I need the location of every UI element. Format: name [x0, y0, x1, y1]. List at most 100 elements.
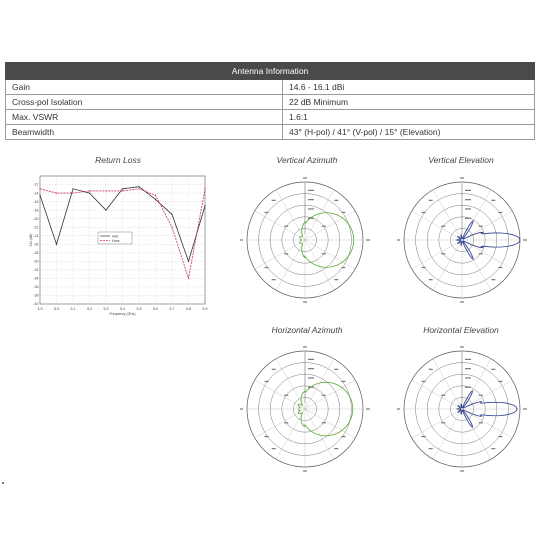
polar-spoke	[304, 358, 335, 410]
legend-label: Vert	[112, 234, 118, 238]
angle-tick	[460, 346, 464, 348]
vertical-azimuth-title: Vertical Azimuth	[276, 155, 338, 165]
angle-tick	[334, 199, 339, 201]
polar-spoke	[304, 210, 356, 241]
ring-tick	[308, 199, 314, 201]
angle-tick	[428, 279, 433, 281]
polar-spoke	[432, 358, 463, 410]
data-point	[154, 198, 157, 201]
ring-tick	[308, 377, 314, 379]
table-title: Antenna Information	[5, 62, 535, 80]
row-value-beamwidth: 43° (H-pol) / 41° (V-pol) / 15° (Elevati…	[282, 124, 535, 140]
polar-spoke	[304, 408, 356, 439]
vertical-elevation-title: Vertical Elevation	[428, 155, 494, 165]
legend-label: Horz	[112, 239, 120, 243]
data-point	[39, 188, 41, 190]
angle-tick	[498, 435, 503, 438]
polar-spoke	[461, 239, 492, 291]
data-point	[187, 277, 190, 279]
data-point	[138, 186, 140, 188]
angle-tick	[421, 266, 426, 269]
polar-spoke	[254, 379, 306, 410]
data-point	[121, 190, 124, 192]
row-value-gain: 14.6 - 16.1 dBi	[282, 79, 535, 95]
polar-spoke	[254, 210, 306, 241]
x-tick-label: 4.9	[38, 307, 43, 311]
angle-tick	[441, 225, 446, 227]
data-point	[88, 190, 91, 192]
angle-tick	[264, 435, 269, 438]
row-label-gain: Gain	[5, 79, 283, 95]
angle-tick	[428, 199, 433, 201]
angle-tick	[321, 225, 326, 227]
angle-tick	[271, 448, 276, 450]
data-point	[39, 194, 41, 196]
polar-spoke	[461, 239, 513, 270]
ring-tick	[465, 377, 471, 379]
polar-spoke	[461, 408, 513, 439]
polar-spoke	[275, 189, 306, 241]
angle-tick	[460, 177, 464, 179]
table-row: Beamwidth 43° (H-pol) / 41° (V-pol) / 15°…	[5, 124, 535, 140]
x-tick-label: 5.4	[120, 307, 125, 311]
angle-tick	[441, 422, 446, 424]
return-loss-chart: 4.9 5.0 5.1 5.2 5.3 5.4 5.5 5.6 5.7 5.8 5.9 -12 -14 -…	[29, 175, 208, 316]
y-tick-label: -26	[33, 242, 38, 246]
polar-spoke	[411, 379, 463, 410]
polar-spoke	[304, 189, 335, 241]
x-tick-label: 5.3	[104, 307, 109, 311]
angle-tick	[303, 177, 307, 179]
angle-tick	[491, 279, 496, 281]
angle-tick	[321, 394, 326, 396]
y-tick-label: -18	[33, 208, 38, 212]
polar-spoke	[461, 379, 513, 410]
polar-spoke	[304, 239, 335, 291]
x-tick-label: 5.9	[203, 307, 208, 311]
stray-dot	[2, 482, 4, 484]
x-tick-label: 5.7	[170, 307, 175, 311]
x-tick-label: 5.6	[153, 307, 158, 311]
angle-tick	[240, 408, 243, 410]
y-tick-label: -12	[33, 183, 38, 187]
row-label-vswr: Max. VSWR	[5, 109, 283, 125]
horizontal-azimuth-polar-plot	[240, 346, 370, 472]
angle-tick	[264, 380, 269, 383]
polar-spoke	[432, 189, 463, 241]
data-point	[72, 188, 74, 190]
polar-spoke	[461, 358, 492, 410]
x-tick-label: 5.5	[137, 307, 142, 311]
angle-tick	[478, 225, 483, 227]
angle-tick	[491, 368, 496, 370]
y-tick-label: -32	[33, 268, 38, 272]
polar-spoke	[411, 239, 463, 270]
series-line-horz	[39, 188, 206, 279]
polar-spoke	[275, 239, 306, 291]
polar-spoke	[461, 189, 492, 241]
horizontal-elevation-polar-plot	[397, 346, 527, 472]
horizontal-azimuth-title: Horizontal Azimuth	[271, 325, 343, 335]
vertical-elevation-trace	[455, 220, 521, 260]
antenna-info-table: Antenna Information Gain 14.6 - 16.1 dBi …	[5, 62, 535, 140]
angle-tick	[421, 380, 426, 383]
angle-tick	[498, 211, 503, 214]
angle-tick	[271, 199, 276, 201]
data-point	[55, 243, 58, 245]
angle-tick	[523, 408, 527, 410]
angle-tick	[421, 211, 426, 214]
angle-tick	[284, 394, 289, 396]
data-point	[187, 260, 190, 262]
ring-tick	[465, 189, 471, 191]
angle-tick	[284, 422, 289, 424]
angle-tick	[334, 368, 339, 370]
angle-tick	[460, 470, 464, 472]
ring-tick	[465, 199, 471, 201]
vertical-azimuth-trace	[299, 212, 355, 268]
angle-tick	[397, 239, 400, 241]
data-point	[171, 213, 173, 215]
x-tick-label: 5.1	[71, 307, 76, 311]
angle-tick	[478, 253, 483, 255]
ring-tick	[308, 208, 314, 210]
angle-tick	[428, 368, 433, 370]
data-point	[105, 190, 107, 192]
angle-tick	[264, 266, 269, 269]
